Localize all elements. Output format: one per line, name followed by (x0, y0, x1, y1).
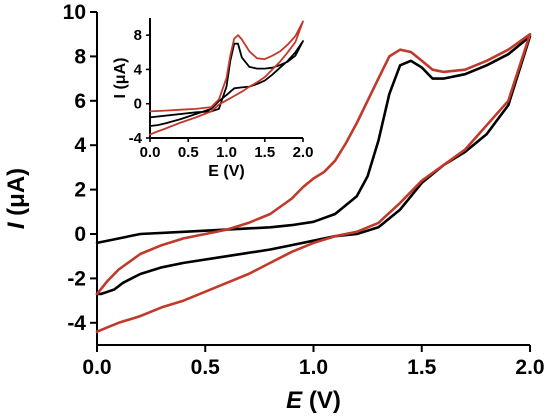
inset-series-line-1 (149, 40, 304, 127)
main-series (95, 32, 532, 334)
main-ticks: 0.0 0.5 1.0 1.5 2.0 -4 -2 0 2 4 6 8 10 (63, 1, 545, 379)
main-y-tick-label: 2 (74, 179, 86, 202)
inset-x-tick-label: 0.5 (178, 144, 199, 161)
main-series-line-2 (95, 32, 532, 334)
inset-x-tick-label: 1.0 (216, 144, 237, 161)
main-y-tick-label: 4 (74, 134, 86, 157)
main-x-tick-label: 1.0 (299, 356, 328, 379)
inset-ticks: 0.0 0.5 1.0 1.5 2.0 -4 0 4 8 (129, 27, 314, 161)
inset-series-line-2 (149, 20, 304, 136)
main-x-axis-unit: (V) (302, 387, 341, 414)
main-y-tick-label: 10 (63, 1, 86, 24)
main-x-tick-label: 0.0 (82, 356, 111, 379)
inset-y-axis-label: I (μA) (112, 58, 129, 99)
inset-y-tick-label: 0 (134, 96, 142, 113)
main-chart: 0.0 0.5 1.0 1.5 2.0 -4 -2 0 2 4 6 8 10 E (V) I (μA) (3, 1, 545, 414)
main-y-tick-label: 6 (74, 90, 86, 113)
main-y-tick-label: -2 (67, 267, 86, 290)
inset-chart: 0.0 0.5 1.0 1.5 2.0 -4 0 4 8 E (V) I (μA) (112, 18, 313, 180)
inset-series (149, 20, 304, 136)
main-series-line-1 (95, 35, 532, 296)
main-y-tick-label: -4 (67, 312, 86, 335)
inset-x-tick-label: 2.0 (293, 144, 314, 161)
main-y-axis-symbol: I (3, 221, 30, 229)
inset-y-tick-label: 4 (134, 61, 143, 78)
main-y-tick-label: 0 (74, 223, 86, 246)
main-y-axis-unit: (μA) (3, 168, 30, 223)
main-y-tick-label: 8 (74, 45, 86, 68)
inset-y-tick-label: 8 (134, 27, 142, 44)
main-y-axis-label: I (μA) (3, 168, 30, 229)
main-x-tick-label: 0.5 (191, 356, 221, 379)
inset-x-tick-label: 0.0 (140, 144, 161, 161)
main-x-tick-label: 1.5 (407, 356, 437, 379)
inset-x-tick-label: 1.5 (254, 144, 275, 161)
inset-x-axis-label: E (V) (208, 163, 244, 180)
main-x-axis-symbol: E (286, 387, 303, 414)
main-x-axis-label: E (V) (286, 387, 341, 414)
main-x-tick-label: 2.0 (515, 356, 544, 379)
inset-y-tick-label: -4 (129, 130, 143, 147)
